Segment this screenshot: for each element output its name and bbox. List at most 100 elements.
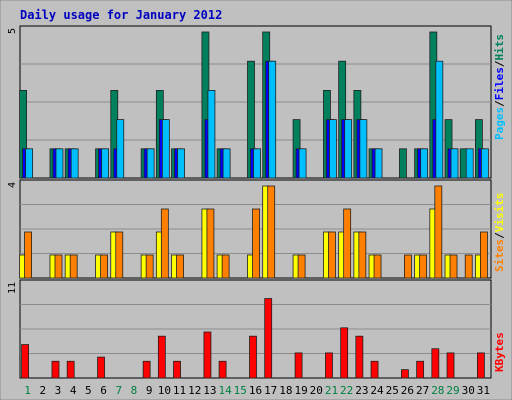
- legend-entry: Hits: [493, 34, 506, 61]
- bar-kbytes-day-21: [325, 352, 333, 379]
- day-label-30: 30: [462, 384, 475, 397]
- bar-sites-day-1: [24, 231, 32, 279]
- y-max-label: 5: [7, 28, 18, 34]
- bar-sites-day-30: [464, 254, 473, 279]
- bar-sites-day-27: [419, 254, 428, 279]
- day-label-11: 11: [173, 384, 186, 397]
- legend-entry: Visits: [493, 193, 506, 233]
- bar-kbytes-day-28: [431, 348, 440, 379]
- panel-visits-sites: 4 Sites/Visits: [7, 179, 506, 279]
- panel-kbytes: 11 KBytes: [7, 279, 506, 379]
- day-label-4: 4: [70, 384, 77, 397]
- bar-sites-day-28: [434, 185, 443, 279]
- legend-entry: Pages: [493, 107, 506, 140]
- day-label-22: 22: [340, 384, 353, 397]
- bar-kbytes-day-10: [157, 335, 166, 379]
- y-max-label: 4: [7, 182, 18, 188]
- bar-pages-day-21: [329, 119, 337, 179]
- bar-pages-day-28: [435, 60, 444, 179]
- day-label-2: 2: [39, 384, 46, 397]
- day-label-27: 27: [416, 384, 429, 397]
- bar-pages-day-29: [450, 148, 459, 179]
- day-label-20: 20: [310, 384, 323, 397]
- legend-entry: /: [493, 60, 506, 67]
- bar-kbytes-day-22: [340, 327, 349, 379]
- bar-kbytes-day-29: [446, 352, 455, 379]
- day-label-29: 29: [446, 384, 459, 397]
- bar-pages-day-9: [146, 148, 155, 179]
- legend-hits-files-pages: Pages/Files/Hits: [493, 34, 506, 140]
- bar-sites-day-21: [328, 231, 336, 279]
- bar-pages-day-14: [222, 148, 231, 179]
- bar-hits-day-26: [399, 148, 407, 179]
- legend-visits-sites: Sites/Visits: [493, 193, 506, 273]
- bar-sites-day-3: [54, 254, 63, 279]
- bar-kbytes-day-16: [249, 335, 257, 379]
- bar-sites-day-16: [252, 208, 260, 279]
- day-label-28: 28: [431, 384, 444, 397]
- bar-sites-day-26: [404, 254, 412, 279]
- bar-kbytes-day-6: [97, 356, 105, 379]
- bar-pages-day-30: [465, 148, 474, 179]
- bar-kbytes-day-9: [142, 360, 151, 379]
- bar-pages-day-19: [298, 148, 307, 179]
- day-labels: 1 2 3 4 5 6 7 8 9 10 11 12 13 14 15 16 17 18 19 20 21 22 23 24 2…: [24, 384, 490, 397]
- bar-kbytes-day-4: [66, 360, 75, 379]
- bar-pages-day-16: [253, 148, 261, 179]
- bar-sites-day-10: [160, 208, 169, 279]
- bar-sites-day-9: [145, 254, 154, 279]
- bar-sites-day-17: [267, 185, 276, 279]
- bar-pages-day-23: [359, 119, 368, 179]
- bar-sites-day-29: [449, 254, 458, 279]
- day-label-5: 5: [85, 384, 92, 397]
- day-label-14: 14: [218, 384, 232, 397]
- bar-pages-day-6: [101, 148, 109, 179]
- day-label-9: 9: [146, 384, 153, 397]
- bar-sites-day-22: [343, 208, 352, 279]
- bar-sites-day-11: [176, 254, 184, 279]
- bar-pages-day-24: [374, 148, 383, 179]
- bar-pages-day-4: [70, 148, 79, 179]
- legend-kbytes: KBytes: [493, 332, 506, 372]
- bar-kbytes-day-26: [401, 369, 409, 379]
- legend-entry: Sites: [493, 239, 506, 272]
- day-label-16: 16: [249, 384, 262, 397]
- bar-kbytes-day-13: [203, 331, 212, 379]
- bar-kbytes-day-19: [294, 352, 303, 379]
- day-label-10: 10: [158, 384, 171, 397]
- day-label-12: 12: [188, 384, 201, 397]
- day-label-31: 31: [477, 384, 490, 397]
- legend-entry: /: [493, 100, 506, 107]
- bar-kbytes-day-14: [218, 360, 227, 379]
- bar-sites-day-7: [115, 231, 124, 279]
- bar-kbytes-day-27: [416, 360, 425, 379]
- bar-pages-day-22: [344, 119, 353, 179]
- day-label-18: 18: [279, 384, 292, 397]
- day-label-24: 24: [370, 384, 384, 397]
- bar-kbytes-day-3: [51, 360, 60, 379]
- bar-kbytes-day-11: [173, 360, 181, 379]
- legend-entry: /: [493, 232, 506, 239]
- bar-kbytes-day-24: [370, 360, 379, 379]
- day-label-17: 17: [264, 384, 277, 397]
- bar-pages-day-27: [420, 148, 429, 179]
- day-label-19: 19: [294, 384, 307, 397]
- day-label-13: 13: [203, 384, 216, 397]
- day-label-25: 25: [386, 384, 399, 397]
- bar-kbytes-day-1: [21, 344, 29, 379]
- bar-sites-day-24: [373, 254, 382, 279]
- day-label-3: 3: [55, 384, 62, 397]
- bar-sites-day-13: [206, 208, 215, 279]
- bar-sites-day-31: [480, 231, 488, 279]
- legend-entry: Files: [493, 67, 506, 100]
- day-label-23: 23: [355, 384, 368, 397]
- day-label-21: 21: [325, 384, 338, 397]
- bar-pages-day-13: [207, 90, 216, 179]
- bar-sites-day-14: [221, 254, 230, 279]
- bar-pages-day-10: [161, 119, 170, 179]
- bar-kbytes-day-31: [477, 352, 485, 379]
- bar-sites-day-6: [100, 254, 108, 279]
